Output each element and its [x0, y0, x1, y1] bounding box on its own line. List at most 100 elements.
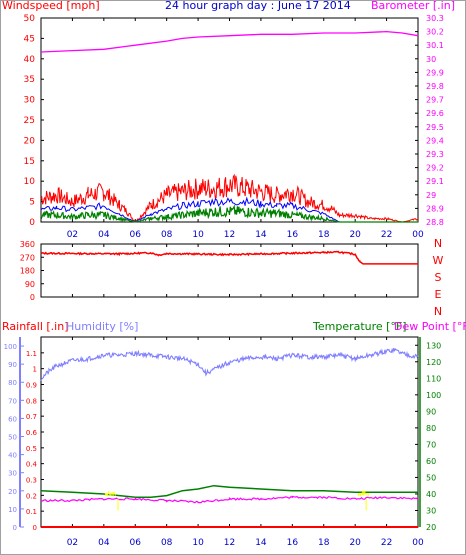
- temperature-tick-label: 120: [426, 358, 441, 367]
- barometer-tick-label: 30.1: [426, 41, 444, 50]
- compass-label: E: [435, 288, 442, 301]
- atmo-panel-x-tick-label: 20: [349, 538, 361, 548]
- barometer-tick-label: 29.1: [426, 177, 444, 186]
- wind-panel-x-tick-label: 18: [318, 230, 330, 240]
- atmo-panel-x-tick-label: 18: [318, 538, 330, 548]
- windspeed-tick-label: 5: [29, 198, 35, 208]
- rainfall-tick-label: 0.7: [26, 413, 37, 421]
- direction-tick-label: 360: [20, 240, 35, 249]
- atmo-panel-x-tick-label: 02: [67, 538, 78, 548]
- humidity-tick-label: 90: [8, 361, 17, 369]
- wind-panel-x-tick-label: 02: [67, 230, 78, 240]
- temperature-tick-label: 90: [426, 407, 436, 416]
- atmo-panel-x-tick-label: 00: [412, 538, 424, 548]
- atmo-panel-x-tick-label: 16: [287, 538, 299, 548]
- rainfall-tick-label: 0.2: [26, 492, 37, 500]
- temperature-tick-label: 130: [426, 341, 441, 350]
- windspeed-axis-title: Windspeed [mph]: [2, 0, 100, 12]
- temperature-tick-label: 80: [426, 424, 436, 433]
- barometer-tick-label: 29.6: [426, 109, 444, 118]
- humidity-tick-label: 40: [8, 452, 17, 460]
- rainfall-axis-title: Rainfall [.in]: [2, 320, 69, 333]
- windspeed-tick-label: 20: [24, 136, 36, 146]
- rainfall-tick-label: 0.1: [26, 508, 37, 516]
- humidity-tick-label: 70: [8, 397, 17, 405]
- dew-point-axis-title: Dew Point [°F]: [394, 320, 466, 333]
- compass-label: N: [434, 237, 442, 250]
- direction-panel-plot-area: [40, 243, 419, 298]
- windspeed-tick-label: 50: [24, 14, 36, 24]
- windspeed-tick-label: 40: [24, 55, 36, 65]
- barometer-series: [40, 30, 419, 53]
- temperature-tick-label: 40: [426, 490, 436, 499]
- barometer-tick-label: 29.9: [426, 68, 444, 77]
- wind-direction-series: [40, 250, 418, 265]
- direction-tick-label: 0: [30, 293, 35, 302]
- humidity-tick-label: 60: [8, 415, 17, 423]
- atmo-panel-x-tick-label: 14: [255, 538, 267, 548]
- humidity-tick-label: 20: [8, 488, 17, 496]
- rainfall-tick-label: 0.8: [26, 397, 37, 405]
- compass-label: S: [435, 271, 442, 284]
- humidity-tick-label: 50: [8, 434, 17, 442]
- atmo-panel-x-tick-label: 12: [224, 538, 235, 548]
- direction-tick-label: 180: [20, 267, 35, 276]
- wind-panel-x-tick-label: 04: [98, 230, 110, 240]
- direction-tick-label: 270: [20, 253, 35, 262]
- windspeed-tick-label: 45: [24, 34, 35, 44]
- barometer-tick-label: 30.2: [426, 28, 444, 37]
- rainfall-tick-label: 1: [33, 366, 37, 374]
- windspeed-tick-label: 25: [24, 116, 35, 126]
- temperature-axis-title: Temperature [°F]: [313, 320, 407, 333]
- rainfall-tick-label: 1.1: [26, 350, 37, 358]
- wind-panel-x-tick-label: 14: [255, 230, 267, 240]
- rainfall-tick-label: 0.5: [26, 445, 37, 453]
- temperature-tick-label: 20: [426, 523, 436, 532]
- barometer-tick-label: 30.3: [426, 14, 444, 23]
- humidity-tick-label: 100: [4, 343, 17, 351]
- wind-panel-x-tick-label: 22: [381, 230, 392, 240]
- windspeed-tick-label: 15: [24, 157, 35, 167]
- temperature-tick-label: 30: [426, 506, 436, 515]
- chart-title: 24 hour graph day : June 17 2014: [165, 0, 351, 12]
- barometer-tick-label: 29.8: [426, 82, 444, 91]
- dew-point-series: [40, 495, 419, 504]
- barometer-tick-label: 29.5: [426, 123, 444, 132]
- wind-panel-x-tick-label: 06: [130, 230, 142, 240]
- humidity-tick-label: 10: [8, 506, 17, 514]
- rainfall-tick-label: 0.9: [26, 382, 37, 390]
- barometer-tick-label: 29.4: [426, 136, 444, 145]
- barometer-tick-label: 29: [426, 191, 436, 200]
- temperature-series: [40, 484, 418, 499]
- windspeed-tick-label: 0: [29, 218, 35, 228]
- atmo-panel-x-tick-label: 10: [192, 538, 204, 548]
- rainfall-tick-label: 0.3: [26, 477, 37, 485]
- rainfall-tick-label: 0: [33, 524, 37, 532]
- rainfall-tick-label: 0.6: [26, 429, 38, 437]
- compass-label: W: [433, 254, 444, 267]
- windspeed-tick-label: 30: [24, 96, 36, 106]
- wind-panel-x-tick-label: 10: [192, 230, 204, 240]
- barometer-tick-label: 29.2: [426, 164, 444, 173]
- humidity-axis-title: Humidity [%]: [66, 320, 139, 333]
- low-wind-series: [40, 204, 418, 223]
- temperature-tick-label: 60: [426, 457, 436, 466]
- temperature-tick-label: 110: [426, 374, 441, 383]
- barometer-tick-label: 28.9: [426, 204, 444, 213]
- temperature-tick-label: 100: [426, 391, 441, 400]
- barometer-tick-label: 30: [426, 55, 436, 64]
- wind-gust-series: [40, 173, 419, 223]
- compass-label: N: [434, 305, 442, 318]
- wind-panel-x-tick-label: 20: [349, 230, 361, 240]
- humidity-tick-label: 80: [8, 379, 17, 387]
- atmo-panel-x-tick-label: 06: [130, 538, 142, 548]
- barometer-axis-title: Barometer [.in]: [371, 0, 455, 12]
- temperature-tick-label: 50: [426, 473, 436, 482]
- windspeed-tick-label: 35: [24, 75, 35, 85]
- barometer-tick-label: 29.3: [426, 150, 444, 159]
- wind-panel-x-tick-label: 16: [287, 230, 299, 240]
- humidity-series: [40, 347, 419, 381]
- wind-panel-x-tick-label: 08: [161, 230, 173, 240]
- temperature-tick-label: 70: [426, 440, 436, 449]
